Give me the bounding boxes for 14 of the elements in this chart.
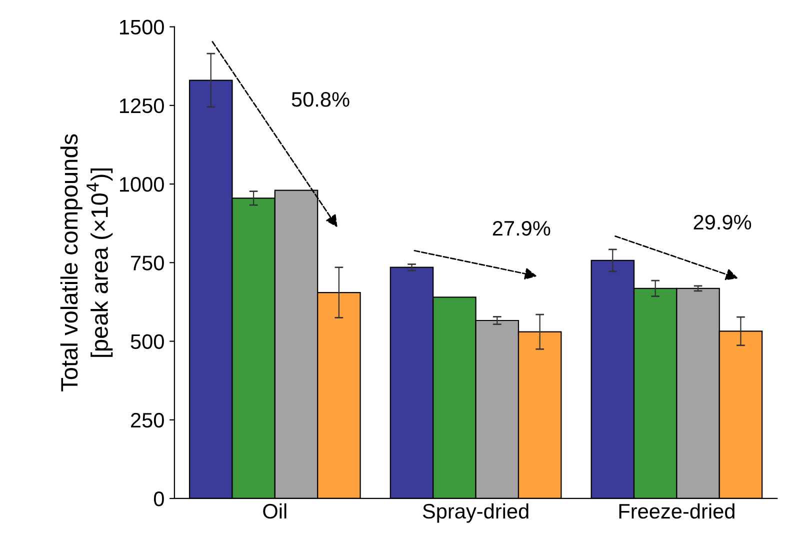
y-tick-label: 1250	[120, 98, 164, 114]
y-tick-label: 1500	[120, 20, 164, 35]
y-tick-label: 1000	[120, 177, 164, 192]
y-tick-label: 0	[154, 491, 164, 506]
x-tick-label: Spray-dried	[422, 503, 528, 523]
y-tick-label: 250	[131, 412, 164, 428]
annotation: 27.9%	[492, 220, 550, 236]
x-tick-label: Freeze-dried	[619, 503, 734, 519]
x-tick-label: Oil	[263, 503, 286, 519]
annotation: 50.8%	[292, 92, 350, 107]
y-axis-title: Total volatile compounds [peak area (×10$^{4}$)]	[60, 134, 113, 392]
y-tick-label: 750	[131, 256, 164, 270]
y-tick-label: 500	[130, 334, 164, 350]
annotation: 29.9%	[694, 214, 752, 230]
